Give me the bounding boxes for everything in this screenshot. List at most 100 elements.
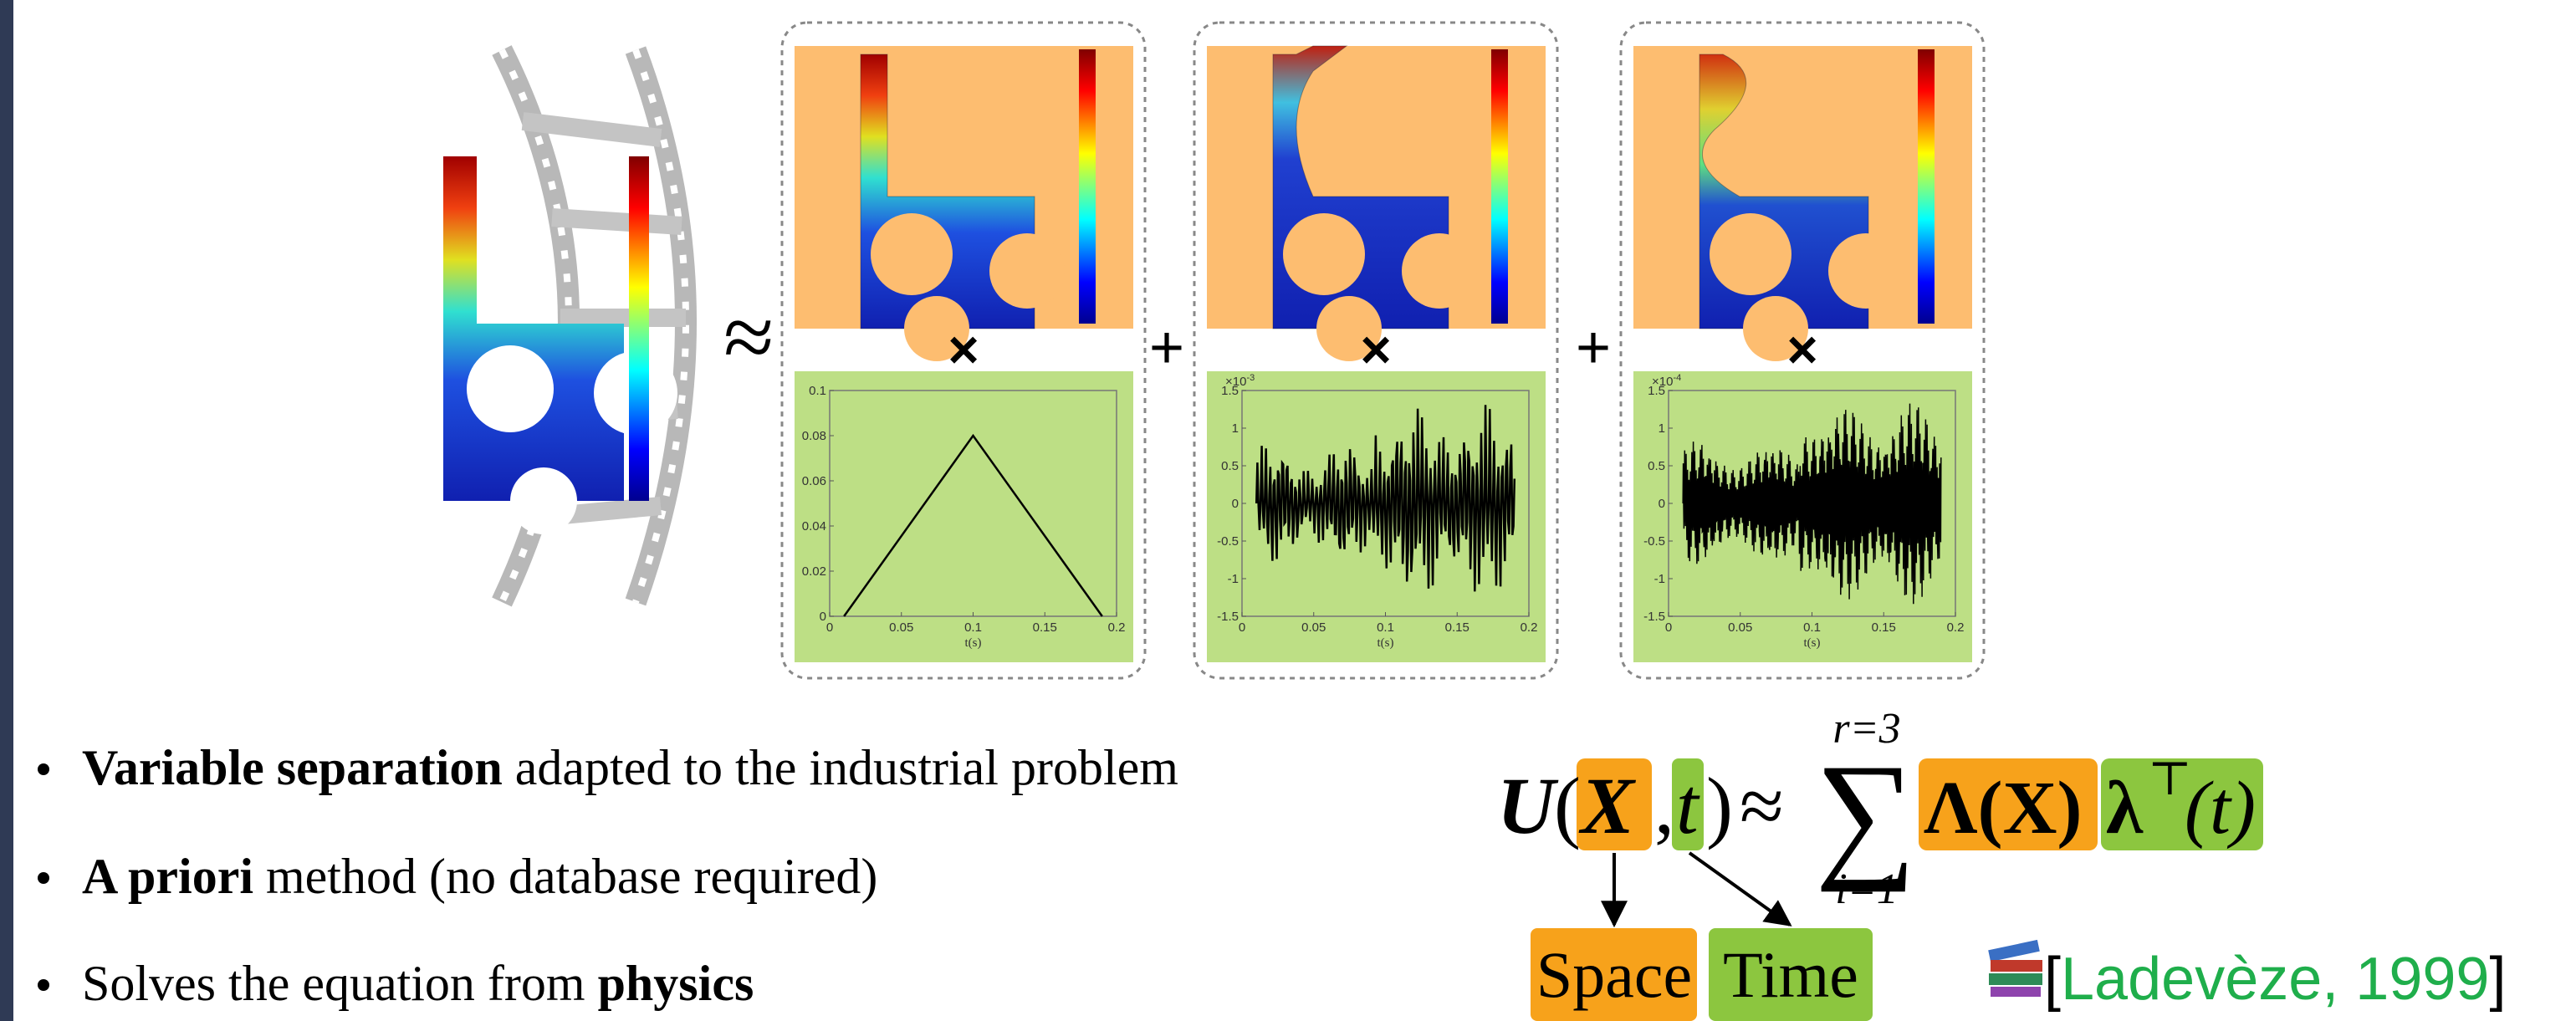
mesh-snapshot	[443, 156, 677, 534]
mesh	[860, 54, 1065, 361]
multiplier-exp: -4	[1673, 373, 1681, 383]
bullet-text: A priori method (no database required)	[82, 849, 877, 904]
mesh-hole	[989, 233, 1065, 309]
mode-panel: × -1.5 -1 -0.5 0 0.5 1 1.5 0 0.05 0.1 0.15 0.2 t(s) ×1…	[1576, 21, 1986, 680]
x-tick-label: 0.2	[1521, 620, 1538, 635]
plus-sign: +	[1149, 314, 1184, 381]
y-tick-label: -1.5	[1217, 610, 1239, 624]
bullet-text: Variable separation adapted to the indus…	[82, 740, 1178, 795]
bullet-part: A priori	[82, 849, 253, 904]
bullet-dot	[38, 763, 49, 775]
bullet-part: method (no database required)	[253, 849, 877, 904]
time-box	[1709, 928, 1873, 1021]
x-tick-label: 0.15	[1033, 620, 1057, 635]
y-tick-label: 1.5	[1221, 384, 1239, 398]
y-tick-label: 0	[1232, 497, 1239, 511]
bullet-part: adapted to the industrial problem	[503, 740, 1178, 795]
x-tick-label: 0.05	[889, 620, 913, 635]
time-label: Time	[1723, 938, 1858, 1011]
bullet-part: Solves the equation from	[82, 956, 598, 1011]
y-tick-label: 0	[1659, 497, 1665, 511]
space-mode: Λ(X)	[1924, 767, 2082, 850]
time-mode-plot	[795, 371, 1133, 662]
svg-text:λ ⊤ (t): λ ⊤ (t)	[2106, 753, 2256, 850]
bullet-text: Solves the equation from physics	[82, 956, 754, 1011]
mode-panels: × 0 0.02 0.04 0.06 0.08 0.1 0 0.05 0.1 0.15 0.2 t(s)…	[780, 21, 1986, 680]
citation-text: Ladevèze, 1999	[2061, 946, 2489, 1013]
mesh-hole	[1316, 296, 1382, 361]
mesh	[1699, 54, 1904, 361]
bullet-list: Variable separation adapted to the indus…	[38, 740, 1178, 1011]
sum-lower: i=1	[1835, 865, 1899, 913]
x-tick-label: 0.15	[1445, 620, 1469, 635]
y-tick-label: 0.5	[1221, 459, 1239, 473]
bullet-part: Variable separation	[82, 740, 503, 795]
x-tick-label: 0.15	[1872, 620, 1896, 635]
approx-sign: ≈	[723, 286, 774, 388]
y-tick-label: 0	[820, 610, 826, 624]
colorbar	[1491, 49, 1508, 324]
y-tick-label: -0.5	[1217, 534, 1239, 549]
y-tick-label: 1	[1659, 421, 1665, 436]
mesh-hole	[1402, 233, 1477, 309]
mesh-hole	[871, 213, 953, 295]
x-tick-label: 0.1	[964, 620, 982, 635]
panel-frame	[1193, 21, 1559, 680]
sum-upper: r=3	[1832, 705, 1900, 753]
y-tick-label: -1	[1654, 572, 1665, 586]
books-icon	[1988, 939, 2042, 997]
x-axis-label: t(s)	[965, 636, 982, 650]
mesh-hole	[904, 296, 969, 361]
formula: U ( X , t ) ≈ ∑ r=3 i=1 Λ(X) λ ⊤ (t) Spa…	[1497, 705, 2263, 1021]
x-tick-label: 0	[1665, 620, 1672, 635]
formula-approx: ≈	[1740, 761, 1784, 850]
colorbar	[1079, 49, 1096, 324]
panel-frame	[1619, 21, 1986, 680]
colorbar	[1918, 49, 1935, 324]
mesh	[1272, 45, 1477, 361]
signal-line	[1255, 405, 1516, 592]
arrow	[1688, 851, 1792, 927]
formula-sum: ∑	[1815, 735, 1916, 892]
time-mode: λ	[2106, 767, 2144, 850]
space-mode-highlight	[1919, 758, 2098, 850]
formula-space-var: X	[1578, 761, 1636, 850]
x-tick-label: 0.1	[1803, 620, 1821, 635]
times-sign: ×	[1360, 319, 1391, 380]
mesh-hole	[1283, 213, 1365, 295]
signal-line	[1682, 403, 1942, 605]
x-tick-label: 0.05	[1728, 620, 1752, 635]
y-tick-label: 0.5	[1648, 459, 1665, 473]
side-bar	[0, 0, 13, 1021]
x-axis-label: t(s)	[1804, 636, 1821, 650]
y-tick-label: 0.1	[809, 384, 826, 398]
citation: [Ladevèze, 1999]	[2044, 946, 2506, 1013]
multiplier-base: ×10	[1225, 375, 1246, 389]
multiplier-base: ×10	[1652, 375, 1673, 389]
bullet-part: physics	[598, 956, 754, 1011]
y-tick-label: 1.5	[1648, 384, 1665, 398]
space-label: Space	[1536, 938, 1692, 1011]
y-tick-label: 0.04	[802, 519, 826, 533]
mesh-hole	[1828, 233, 1904, 309]
x-tick-label: 0.2	[1947, 620, 1965, 635]
mode-panel: × -1.5 -1 -0.5 0 0.5 1 1.5 0 0.05 0.1 0.15 0.2 t(s) ×1…	[1149, 21, 1559, 680]
mesh-hole	[1743, 296, 1808, 361]
formula-comma: ,	[1654, 761, 1674, 850]
mode-panel: × 0 0.02 0.04 0.06 0.08 0.1 0 0.05 0.1 0.15 0.2 t(s)	[780, 21, 1147, 680]
y-tick-label: 1	[1232, 421, 1239, 436]
formula-fn: U	[1497, 761, 1559, 850]
x-tick-label: 0	[826, 620, 833, 635]
x-tick-label: 0.1	[1377, 620, 1394, 635]
y-tick-label: -1	[1228, 572, 1239, 586]
citation-bracket: ]	[2489, 946, 2506, 1013]
plus-sign: +	[1576, 314, 1611, 381]
bullet-dot	[38, 979, 49, 991]
times-sign: ×	[948, 319, 979, 380]
colorbar	[629, 156, 649, 501]
y-tick-label: -1.5	[1643, 610, 1665, 624]
y-tick-label: 0.08	[802, 429, 826, 443]
y-tick-label: 0.06	[802, 474, 826, 488]
time-highlight	[1672, 758, 1704, 850]
